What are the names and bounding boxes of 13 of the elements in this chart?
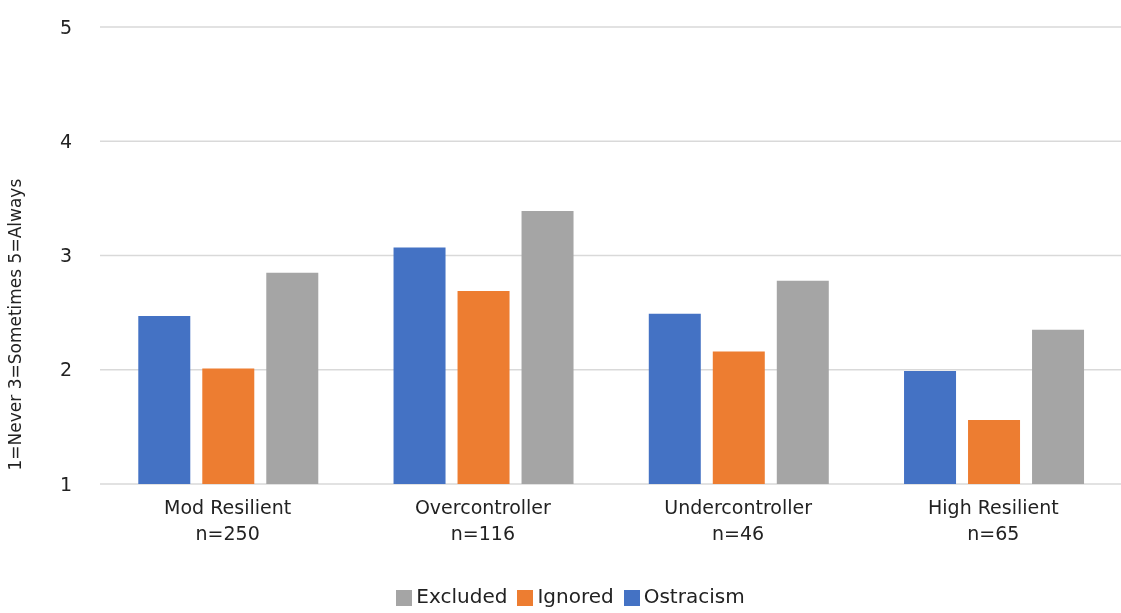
y-axis-title: 1=Never 3=Sometimes 5=Always bbox=[5, 178, 26, 471]
y-tick-label: 1 bbox=[59, 472, 72, 495]
legend-label: Excluded bbox=[416, 584, 508, 608]
legend-label: Ostracism bbox=[643, 584, 745, 608]
y-tick-label: 3 bbox=[59, 244, 72, 267]
y-tick-label: 4 bbox=[59, 129, 72, 152]
x-tick-label: Undercontroller n=46 bbox=[664, 496, 813, 544]
legend-label: Ignored bbox=[537, 584, 614, 608]
y-tick-label: 2 bbox=[59, 358, 72, 381]
x-tick-label: Mod Resilient n=250 bbox=[164, 496, 292, 544]
y-tick-label: 5 bbox=[59, 15, 72, 38]
x-tick-label: High Resilient n=65 bbox=[928, 496, 1059, 544]
x-tick-label: Overcontroller n=116 bbox=[414, 496, 552, 544]
